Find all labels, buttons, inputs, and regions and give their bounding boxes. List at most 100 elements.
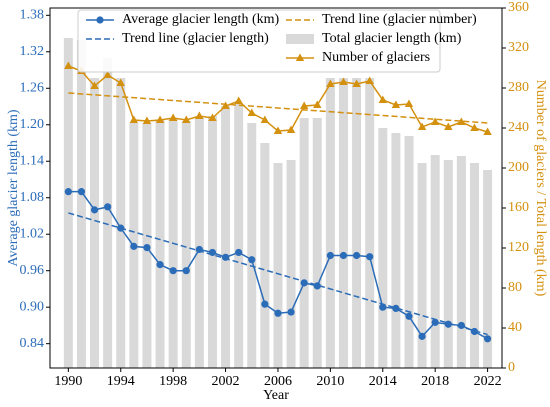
bar <box>404 136 414 368</box>
marker <box>64 61 73 69</box>
marker <box>143 243 151 252</box>
y2-tick-label: 280 <box>508 80 529 95</box>
marker <box>287 308 295 316</box>
bar <box>417 163 427 368</box>
marker <box>156 261 164 269</box>
bar <box>194 118 204 368</box>
marker <box>431 318 439 326</box>
marker <box>142 116 152 124</box>
marker <box>195 245 203 254</box>
marker <box>117 224 125 232</box>
marker <box>313 100 322 108</box>
marker <box>352 251 361 260</box>
trend-line <box>68 92 488 124</box>
x-tick-label: 2010 <box>316 374 344 389</box>
legend-label: Average glacier length (km) <box>122 12 280 27</box>
marker <box>104 203 112 211</box>
y-tick-label: 0.90 <box>20 299 45 314</box>
marker <box>208 248 217 257</box>
marker <box>182 115 191 123</box>
marker <box>248 256 256 264</box>
marker <box>352 79 361 87</box>
bar <box>286 160 296 368</box>
y-axis-label: Average glacier length (km) <box>6 109 21 267</box>
y-tick-label: 0.84 <box>20 336 45 351</box>
y-tick-label: 1.26 <box>20 80 45 95</box>
y-tick-label: 1.02 <box>20 226 45 241</box>
bar <box>443 160 453 368</box>
bar <box>469 163 479 368</box>
plot-frame <box>49 7 503 369</box>
marker <box>129 115 139 123</box>
marker <box>247 108 256 116</box>
marker <box>273 126 283 134</box>
marker <box>169 267 177 275</box>
legend-label: Trend line (glacier number) <box>322 12 477 27</box>
bar <box>155 120 165 368</box>
marker <box>366 253 374 261</box>
marker <box>313 282 321 290</box>
marker <box>444 320 452 328</box>
marker <box>457 117 466 125</box>
bar <box>76 40 86 368</box>
bar <box>338 78 348 368</box>
marker <box>339 251 348 260</box>
y2-tick-label: 0 <box>508 360 515 375</box>
marker <box>470 123 479 131</box>
marker <box>235 248 243 257</box>
y-tick-label: 1.38 <box>20 8 45 23</box>
marker <box>260 115 270 123</box>
bar <box>116 78 126 368</box>
marker <box>130 242 138 250</box>
marker <box>221 253 230 261</box>
marker <box>326 251 334 260</box>
y-tick-label: 0.96 <box>20 263 45 278</box>
marker <box>470 327 479 336</box>
marker <box>378 95 387 103</box>
bar <box>483 170 493 368</box>
marker <box>404 99 414 107</box>
x-tick-label: 2022 <box>474 374 502 389</box>
marker <box>261 300 269 308</box>
bar <box>63 38 73 368</box>
bar <box>299 118 309 368</box>
marker <box>195 111 204 119</box>
bar <box>325 78 335 368</box>
x-tick-label: 2002 <box>212 374 240 389</box>
marker <box>90 206 99 214</box>
marker <box>483 127 492 135</box>
y2-tick-label: 360 <box>508 0 529 15</box>
y2-tick-label: 80 <box>508 280 522 295</box>
marker <box>234 96 243 104</box>
bar <box>456 156 466 368</box>
x-tick-label: 2018 <box>421 374 449 389</box>
bar <box>247 123 257 368</box>
marker <box>379 303 387 311</box>
marker <box>274 309 282 317</box>
bar <box>352 78 362 368</box>
marker <box>339 77 348 85</box>
marker <box>208 113 217 121</box>
marker <box>365 76 374 84</box>
bar <box>273 163 283 368</box>
bar <box>430 155 440 368</box>
legend-label: Trend line (glacier length) <box>122 31 269 46</box>
bar <box>365 78 375 368</box>
x-axis-label: Year <box>263 388 289 403</box>
y2-tick-label: 320 <box>508 40 529 55</box>
marker <box>221 101 230 109</box>
y-tick-label: 1.08 <box>20 190 45 205</box>
marker <box>103 70 112 78</box>
bar <box>103 58 113 368</box>
marker <box>299 101 309 109</box>
bar <box>260 143 270 368</box>
marker <box>326 79 335 87</box>
marker <box>116 78 125 86</box>
legend-marker <box>96 16 104 24</box>
legend-label: Number of glaciers <box>322 50 430 65</box>
marker <box>418 332 426 340</box>
marker <box>286 125 296 133</box>
y-tick-label: 1.32 <box>20 44 45 59</box>
marker <box>90 81 99 89</box>
